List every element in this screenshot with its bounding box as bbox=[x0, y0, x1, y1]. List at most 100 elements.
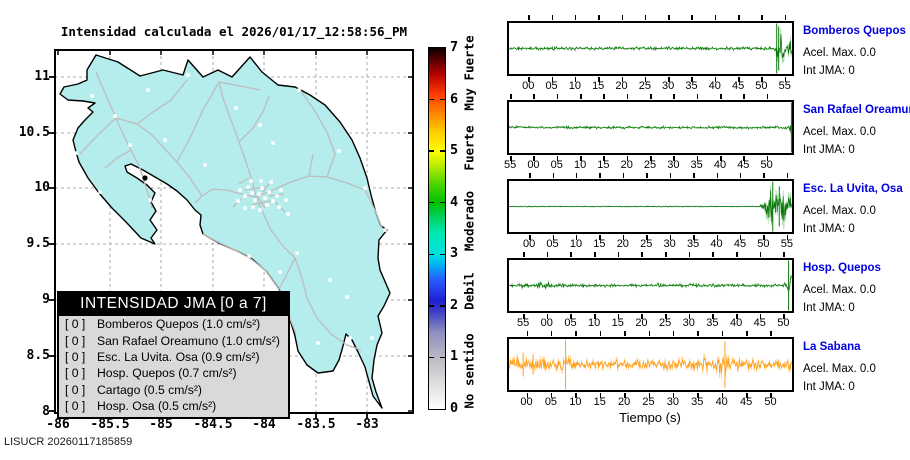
watermark-timestamp: LISUCR 20260117185859 bbox=[4, 436, 133, 448]
time-tick bbox=[556, 156, 559, 161]
time-tick bbox=[575, 173, 578, 178]
time-tick bbox=[546, 314, 549, 319]
time-tick bbox=[691, 15, 693, 20]
station-name: San Rafael Oreamuno bbox=[803, 104, 910, 116]
map-title: Intensidad calculada el 2026/01/17_12:58… bbox=[60, 24, 408, 39]
time-tick-label: 35 bbox=[691, 396, 704, 408]
time-tick-label: 20 bbox=[617, 396, 631, 408]
station-dot bbox=[98, 190, 102, 194]
time-axis-label: Tiempo (s) bbox=[619, 410, 681, 425]
time-tick-label: 40 bbox=[710, 238, 723, 250]
time-tick bbox=[603, 94, 605, 99]
station-int-jma: Int JMA: 0 bbox=[803, 302, 855, 314]
time-tick bbox=[648, 331, 651, 336]
time-tick bbox=[688, 252, 691, 257]
time-tick bbox=[746, 331, 748, 336]
station-dot bbox=[278, 270, 282, 274]
costa-rica-landmass bbox=[59, 54, 391, 409]
time-tick bbox=[552, 173, 555, 178]
time-tick bbox=[669, 235, 672, 240]
colorbar-tick bbox=[429, 305, 434, 307]
time-tick bbox=[528, 77, 530, 82]
time-tick bbox=[673, 156, 675, 161]
time-tick bbox=[510, 156, 512, 161]
time-tick bbox=[691, 77, 693, 82]
station-dot bbox=[284, 198, 288, 202]
time-tick bbox=[720, 156, 722, 161]
station-dot bbox=[269, 180, 273, 184]
time-tick bbox=[626, 94, 629, 99]
station-int-jma: Int JMA: 0 bbox=[803, 65, 855, 77]
time-tick bbox=[575, 331, 577, 336]
time-tick bbox=[551, 77, 554, 82]
time-tick bbox=[696, 94, 699, 99]
station-dot bbox=[277, 205, 281, 209]
colorbar-tick bbox=[440, 305, 445, 307]
legend-intensity-value: [ 0 ] bbox=[65, 399, 86, 414]
time-tick bbox=[621, 77, 624, 82]
station-dot bbox=[128, 143, 132, 147]
station-dot bbox=[383, 228, 387, 232]
time-tick-label: 25 bbox=[643, 159, 657, 171]
seismogram-panel-esc-la-uvita-osa: Esc. La Uvita, Osa Acel. Max. 0.0 Int JM… bbox=[507, 173, 910, 250]
time-tick bbox=[770, 331, 772, 336]
time-tick bbox=[786, 235, 789, 240]
station-dot bbox=[113, 114, 117, 118]
colorbar-tick bbox=[429, 150, 434, 152]
time-tick bbox=[669, 173, 672, 178]
time-tick-label: 10 bbox=[568, 80, 581, 92]
time-tick bbox=[672, 393, 675, 398]
colorbar-category-label: No sentido bbox=[461, 333, 477, 409]
time-tick bbox=[599, 235, 601, 240]
colorbar-tick bbox=[440, 356, 445, 359]
station-dot bbox=[251, 205, 255, 209]
station-acel-max: Acel. Max. 0.0 bbox=[803, 363, 876, 375]
time-tick-label: 10 bbox=[569, 238, 583, 250]
station-dot bbox=[257, 192, 261, 196]
time-tick bbox=[743, 156, 745, 161]
waveform-trace bbox=[508, 122, 792, 134]
time-tick bbox=[673, 94, 675, 99]
legend-station-label: San Rafael Oreamuno (1.0 cm/s²) bbox=[97, 333, 280, 348]
time-tick-label: 25 bbox=[640, 238, 653, 250]
map-y-tick-label: 10.5 bbox=[18, 125, 50, 140]
intensity-legend: INTENSIDAD JMA [0 a 7] [ 0 ] Bomberos Que… bbox=[57, 291, 290, 420]
time-tick bbox=[759, 314, 762, 319]
time-tick bbox=[650, 156, 652, 161]
seismogram-plot-area bbox=[507, 337, 794, 392]
time-tick bbox=[766, 94, 769, 99]
colorbar-category-label: Moderado bbox=[461, 191, 477, 252]
map-x-tick-label: -86 bbox=[46, 417, 70, 432]
legend-station-label: Esc. La Uvita. Osa (0.9 cm/s²) bbox=[97, 349, 260, 364]
time-tick bbox=[763, 235, 765, 240]
time-tick bbox=[624, 393, 626, 398]
time-tick bbox=[599, 331, 602, 336]
time-tick bbox=[784, 15, 787, 20]
time-tick-label: 20 bbox=[616, 238, 629, 250]
time-tick-label: 55 bbox=[504, 159, 517, 171]
colorbar-tick bbox=[429, 201, 434, 204]
time-tick-label: 00 bbox=[520, 396, 533, 408]
time-tick-label: 10 bbox=[569, 396, 582, 408]
colorbar-number: 4 bbox=[450, 193, 459, 210]
time-tick-label: 10 bbox=[573, 159, 587, 171]
station-dot bbox=[186, 73, 190, 77]
time-tick-label: 20 bbox=[635, 317, 648, 329]
time-tick bbox=[594, 252, 596, 257]
time-tick bbox=[693, 173, 695, 178]
colorbar-tick bbox=[440, 98, 445, 101]
station-int-jma: Int JMA: 0 bbox=[803, 144, 855, 156]
colorbar-number: 1 bbox=[450, 348, 459, 365]
station-int-jma: Int JMA: 0 bbox=[803, 381, 855, 393]
time-tick bbox=[546, 252, 549, 257]
legend-item: [ 0 ] San Rafael Oreamuno (1.0 cm/s²) bbox=[59, 332, 288, 348]
seismogram-panel-san-rafael-oreamuno: San Rafael Oreamuno Acel. Max. 0.0 Int J… bbox=[504, 94, 910, 171]
time-tick bbox=[617, 314, 620, 319]
time-tick bbox=[644, 77, 647, 82]
time-tick-label: 00 bbox=[540, 317, 553, 329]
time-tick-label: 55 bbox=[778, 80, 791, 92]
time-tick bbox=[761, 77, 763, 82]
time-tick bbox=[714, 77, 717, 82]
station-dot bbox=[363, 186, 367, 190]
time-tick-label: 45 bbox=[753, 317, 766, 329]
